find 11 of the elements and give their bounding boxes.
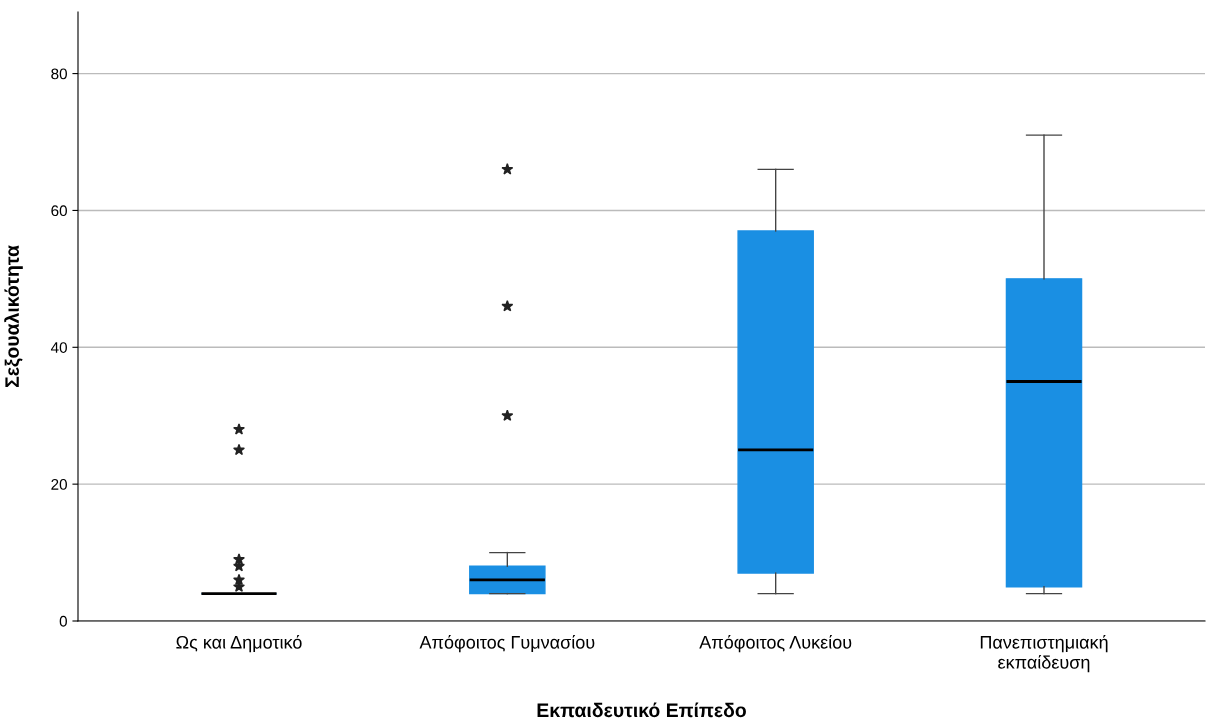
y-tick-label: 20 [51,479,67,490]
x-tick-label: Ως και Δημοτικό [176,634,302,653]
y-tick-label: 60 [51,205,67,217]
y-tick-label: 0 [59,615,67,627]
x-tick-label: Πανεπιστημιακή εκπαίδευση [980,634,1108,673]
y-tick-label: 80 [51,68,67,80]
y-tick-label: 40 [50,342,67,353]
y-axis-title: Σεξουαλικότητα [4,245,23,388]
x-tick-label: Απόφοιτος Γυμνασίου [419,634,595,653]
x-axis-title: Εκπαιδευτικό Επίπεδο [537,702,746,718]
x-tick-label: Απόφοιτος Λυκείου [699,634,852,653]
